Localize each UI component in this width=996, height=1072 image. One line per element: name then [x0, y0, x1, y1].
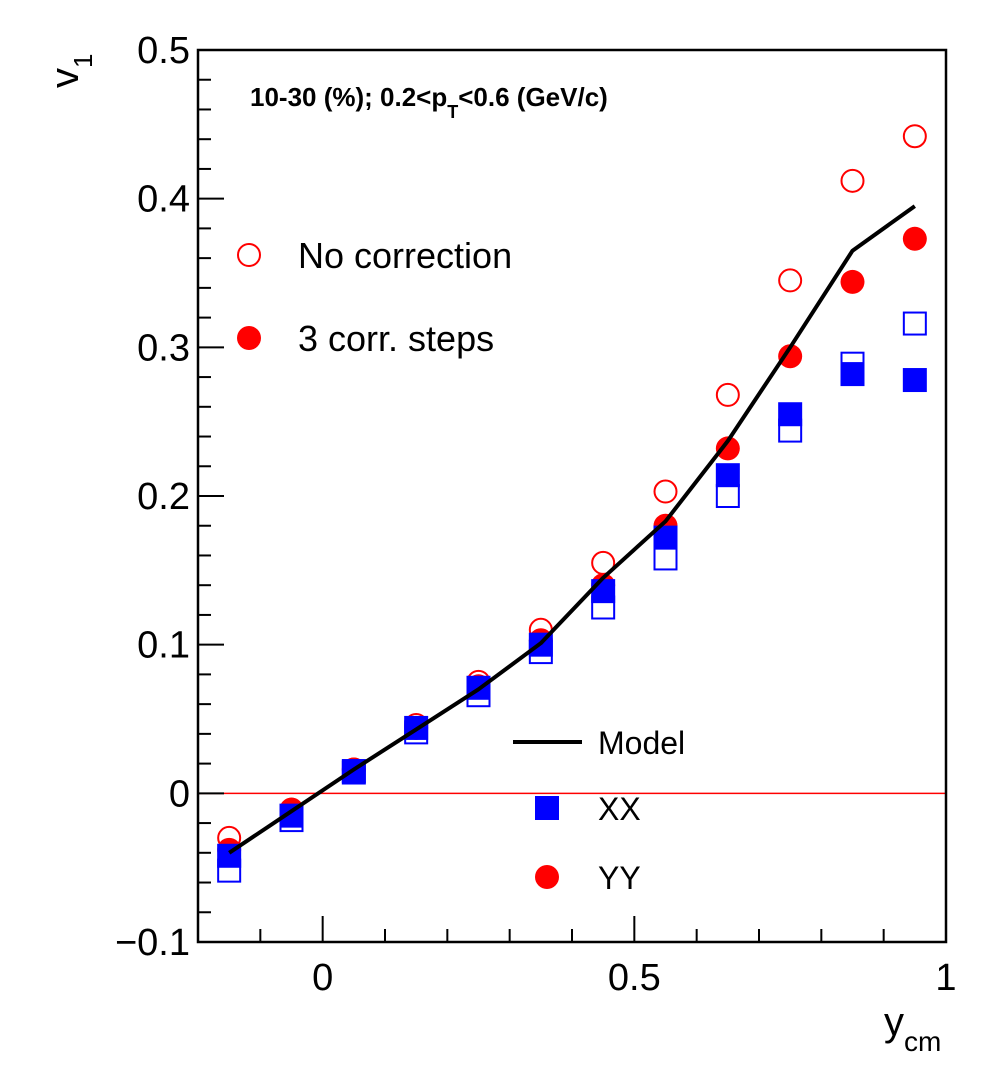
data-point-open-circle — [778, 268, 803, 293]
data-point-open-circle — [653, 479, 678, 504]
data-point-open-circle — [840, 168, 865, 193]
model-curve — [228, 204, 916, 855]
x-tick-label: 0.5 — [608, 957, 661, 999]
legend-marker-filled-square — [535, 796, 559, 820]
legend-label: No correction — [298, 235, 512, 276]
plot-frame — [196, 48, 948, 944]
legend-label: YY — [598, 860, 641, 896]
legend-marker-filled-circle — [237, 326, 261, 350]
data-point-filled-circle — [715, 436, 740, 461]
y-tick-label: 0.5 — [137, 30, 190, 72]
y-tick-label: 0.4 — [137, 179, 190, 221]
data-point-filled-square — [840, 362, 865, 387]
legend-label: XX — [598, 791, 641, 827]
data-point-filled-square — [902, 368, 927, 393]
y-tick-label: 0.1 — [137, 625, 190, 667]
data-point-open-square — [902, 311, 927, 336]
legend-label: 3 corr. steps — [298, 318, 494, 359]
data-point-open-square — [715, 484, 740, 508]
x-tick-label: 1 — [935, 957, 956, 999]
annotation-text: 10-30 (%); 0.2<pT<0.6 (GeV/c) — [250, 82, 608, 122]
y-tick-label: 0.2 — [137, 476, 190, 518]
data-point-filled-circle — [902, 226, 927, 251]
y-tick-label: 0.3 — [137, 327, 190, 369]
data-point-filled-circle — [840, 269, 865, 294]
data-point-filled-circle — [778, 344, 803, 369]
legend-label: Model — [598, 725, 685, 761]
data-point-filled-square — [778, 402, 803, 427]
data-point-filled-square — [715, 463, 740, 488]
legend-marker-filled-circle — [535, 865, 559, 889]
y-tick-label: −0.1 — [115, 922, 190, 964]
data-point-open-circle — [902, 124, 927, 149]
legend-marker-open-circle — [237, 243, 261, 267]
y-axis-title: v1 — [43, 54, 98, 88]
x-axis-title: ycm — [884, 1000, 941, 1057]
data-point-filled-square — [591, 579, 616, 604]
x-tick-label: 0 — [312, 957, 333, 999]
y-tick-label: 0 — [169, 773, 190, 815]
data-point-open-circle — [715, 382, 740, 407]
data-point-open-square — [653, 546, 678, 571]
